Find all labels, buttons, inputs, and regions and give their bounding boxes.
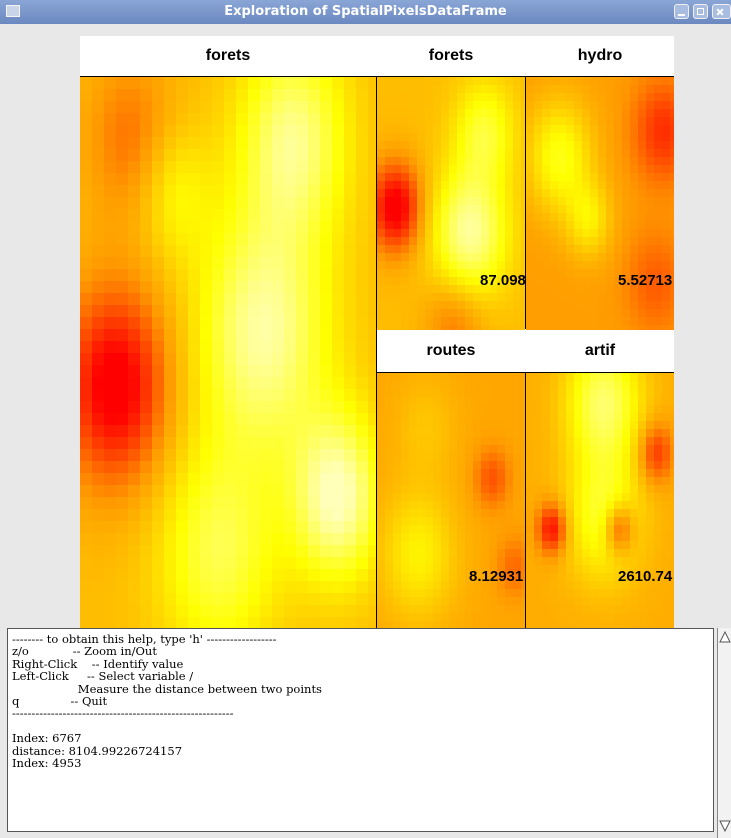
minimize-icon[interactable] — [674, 4, 689, 19]
panel-forets-value: 87.0987 — [480, 272, 535, 289]
window-titlebar[interactable]: Exploration of SpatialPixelsDataFrame — [0, 0, 731, 24]
panel-divider — [376, 76, 377, 628]
scroll-up-icon[interactable] — [719, 631, 731, 643]
panel-routes-title[interactable]: routes — [377, 330, 525, 372]
panel-hydro-value: 5.52713 — [618, 272, 673, 289]
panel-hydro-map[interactable] — [526, 76, 674, 330]
console-scrollbar[interactable] — [717, 628, 731, 838]
maximize-icon[interactable] — [693, 4, 708, 19]
plot-window[interactable]: forets forets 87.0987 hydro 5.52713 rout… — [0, 24, 731, 628]
panel-artif-title[interactable]: artif — [526, 330, 674, 372]
scroll-down-icon[interactable] — [719, 820, 731, 832]
panel-divider — [525, 372, 526, 628]
main-panel-title[interactable]: forets — [80, 36, 376, 76]
main-panel-map[interactable] — [80, 76, 376, 628]
console-text: -------- to obtain this help, type 'h' -… — [12, 632, 322, 771]
plot-canvas[interactable]: forets forets 87.0987 hydro 5.52713 rout… — [80, 36, 674, 628]
help-console[interactable]: -------- to obtain this help, type 'h' -… — [7, 628, 714, 832]
panel-forets-title[interactable]: forets — [377, 36, 525, 76]
panel-hydro-title[interactable]: hydro — [526, 36, 674, 76]
panel-routes-value: 8.12931 — [469, 568, 524, 585]
panel-routes-map[interactable] — [377, 372, 525, 628]
panel-artif-value: 2610.74 — [618, 568, 673, 585]
panel-divider — [525, 76, 526, 329]
window-menu-icon[interactable] — [6, 5, 20, 17]
panel-artif-map[interactable] — [526, 372, 674, 628]
close-icon[interactable] — [712, 4, 731, 19]
window-title: Exploration of SpatialPixelsDataFrame — [224, 4, 507, 19]
panel-forets-map[interactable] — [377, 76, 525, 330]
